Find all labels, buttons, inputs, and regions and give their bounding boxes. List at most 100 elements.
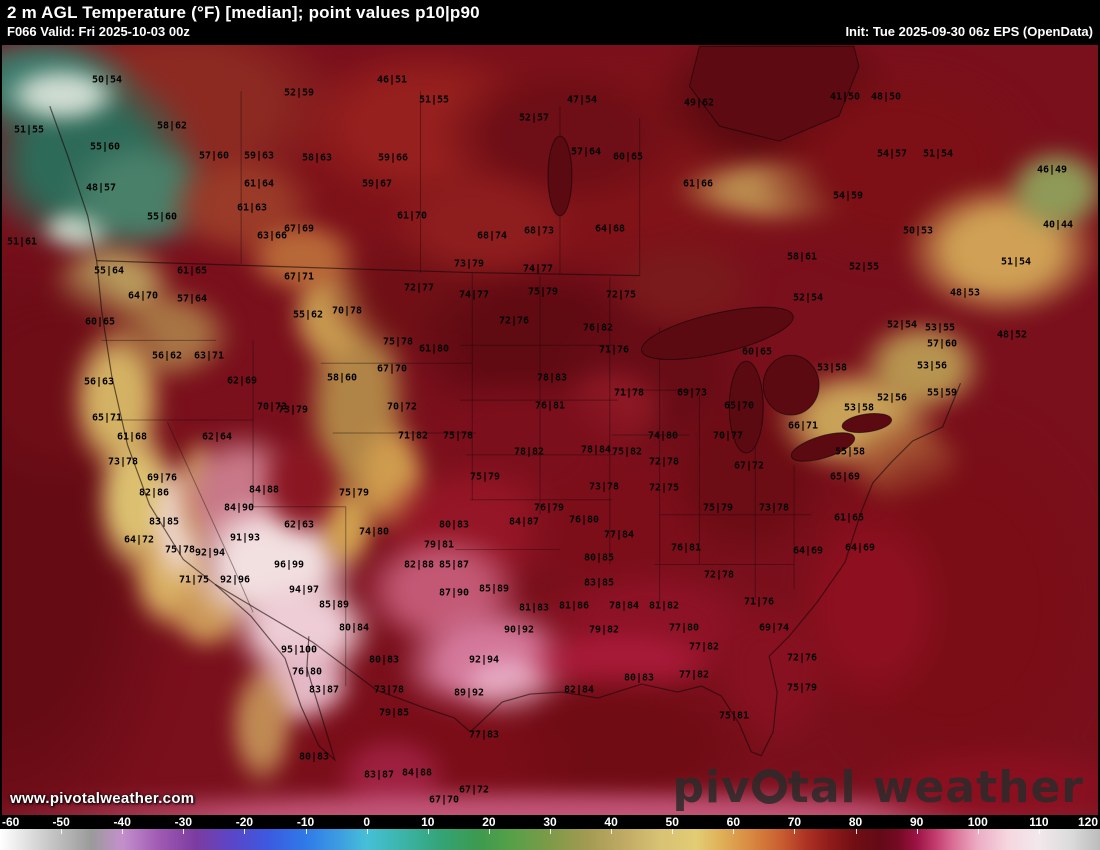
station-point-value: 75|78 [164,544,196,556]
station-point-value: 48|53 [949,287,981,299]
heat-blob [242,217,362,297]
station-point-value: 70|78 [331,305,363,317]
station-point-value: 52|54 [886,319,918,331]
station-point-value: 55|60 [89,141,121,153]
station-point-value: 71|75 [178,574,210,586]
station-point-value: 67|72 [458,784,490,796]
station-point-value: 54|57 [876,148,908,160]
station-point-value: 76|81 [670,542,702,554]
colorbar-tick-label: -30 [174,815,192,829]
map-canvas[interactable]: 50|54 46|51 52|59 51|55 47|54 49|62 41|50 48|50… [0,45,1100,815]
station-point-value: 61|65 [176,265,208,277]
colorbar-tick-mark [366,829,368,834]
station-point-value: 70|77 [712,430,744,442]
station-point-value: 77|84 [603,529,635,541]
station-point-value: 51|54 [922,148,954,160]
station-point-value: 73|78 [758,502,790,514]
station-point-value: 76|80 [568,514,600,526]
station-point-value: 63|66 [256,230,288,242]
station-point-value: 57|60 [198,150,230,162]
station-point-value: 85|87 [438,559,470,571]
station-point-value: 55|64 [93,265,125,277]
station-point-value: 53|58 [816,362,848,374]
station-point-value: 72|76 [498,315,530,327]
station-point-value: 51|55 [13,124,45,136]
colorbar-tick-mark [427,829,429,834]
station-point-value: 50|53 [902,225,934,237]
station-point-value: 77|80 [668,622,700,634]
station-point-value: 77|82 [678,669,710,681]
brand-text-right: tal weather [787,762,1084,813]
station-point-value: 94|97 [288,584,320,596]
station-point-value: 76|79 [533,502,565,514]
station-point-value: 57|64 [176,293,208,305]
station-point-value: 83|85 [148,516,180,528]
station-point-value: 80|83 [298,751,330,763]
colorbar-tick-mark [916,829,918,834]
forecast-valid-label: F066 Valid: Fri 2025-10-03 00z [7,24,190,39]
station-point-value: 61|68 [116,431,148,443]
station-point-value: 58|62 [156,120,188,132]
station-point-value: 72|78 [648,456,680,468]
heat-blob [2,65,122,125]
colorbar-tick-label: -50 [52,815,70,829]
station-point-value: 67|70 [376,363,408,375]
station-point-value: 89|92 [453,687,485,699]
station-point-value: 47|54 [566,94,598,106]
station-point-value: 78|84 [608,600,640,612]
station-point-value: 59|63 [243,150,275,162]
station-point-value: 68|73 [523,225,555,237]
station-point-value: 61|80 [418,343,450,355]
station-point-value: 46|51 [376,74,408,86]
station-point-value: 75|78 [442,430,474,442]
colorbar-gradient [0,829,1100,850]
station-point-value: 69|73 [676,387,708,399]
station-point-value: 76|82 [582,322,614,334]
station-point-value: 53|56 [916,360,948,372]
station-point-value: 64|70 [127,290,159,302]
station-point-value: 79|82 [588,624,620,636]
heat-blob [257,430,347,540]
station-point-value: 71|76 [743,596,775,608]
station-point-value: 73|78 [107,456,139,468]
station-point-value: 70|72 [386,401,418,413]
colorbar-tick-mark [672,829,674,834]
station-point-value: 80|83 [368,654,400,666]
map-title: 2 m AGL Temperature (°F) [median]; point… [7,3,480,22]
colorbar-tick-mark [550,829,551,834]
colorbar-tick-mark [305,829,307,834]
station-point-value: 48|52 [996,329,1028,341]
station-point-value: 56|63 [83,376,115,388]
station-point-value: 51|54 [1000,256,1032,268]
station-point-value: 72|76 [786,652,818,664]
station-point-value: 41|50 [829,91,861,103]
station-point-value: 57|64 [570,146,602,158]
station-point-value: 81|83 [518,602,550,614]
colorbar-tick-label: 50 [665,815,679,829]
station-point-value: 71|78 [613,387,645,399]
station-point-value: 60|65 [741,346,773,358]
station-point-value: 72|75 [605,289,637,301]
colorbar-tick-label: 10 [421,815,435,829]
station-point-value: 80|85 [583,552,615,564]
station-point-value: 64|68 [594,223,626,235]
station-point-value: 67|71 [283,271,315,283]
temperature-field [2,45,1098,815]
heat-blob [1002,145,1098,235]
colorbar-tick-label: -60 [2,815,20,829]
station-point-value: 74|77 [522,263,554,275]
station-point-value: 71|76 [598,344,630,356]
station-point-value: 82|86 [138,487,170,499]
station-point-value: 58|63 [301,152,333,164]
station-point-value: 61|70 [396,210,428,222]
colorbar-tick-mark [488,829,490,834]
station-point-value: 76|81 [534,400,566,412]
colorbar-tick-mark [0,829,1,834]
station-point-value: 73|78 [373,684,405,696]
station-point-value: 82|88 [403,559,435,571]
station-point-value: 75|79 [786,682,818,694]
heat-blob [227,660,297,790]
colorbar-tick-label: -20 [235,815,254,829]
station-point-value: 78|84 [580,444,612,456]
station-point-value: 49|62 [683,97,715,109]
